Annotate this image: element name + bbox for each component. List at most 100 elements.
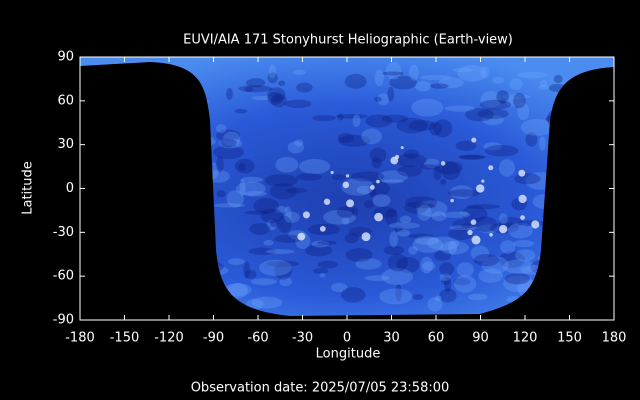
texture-blob <box>213 203 246 208</box>
bright-spot <box>488 165 494 171</box>
texture-blob <box>249 223 271 235</box>
texture-blob <box>246 78 266 88</box>
bright-spot <box>520 215 525 220</box>
texture-blob <box>222 131 241 147</box>
texture-blob <box>452 67 474 73</box>
texture-blob <box>216 129 241 142</box>
texture-blob <box>539 79 548 88</box>
texture-blob <box>238 85 273 93</box>
texture-blob <box>304 244 333 257</box>
texture-blob <box>415 200 448 217</box>
texture-blob <box>395 153 427 168</box>
texture-blob <box>364 275 390 281</box>
texture-blob <box>206 262 224 272</box>
texture-blob <box>216 156 224 173</box>
texture-blob <box>270 219 279 228</box>
texture-blob <box>323 209 357 225</box>
texture-blob <box>219 138 243 149</box>
bright-spot <box>470 219 477 225</box>
texture-blob <box>268 64 276 79</box>
texture-blob <box>520 264 552 275</box>
texture-blob <box>251 296 283 309</box>
texture-blob <box>284 99 312 109</box>
texture-blob <box>371 157 382 169</box>
bright-spot <box>499 224 508 234</box>
texture-blob <box>480 65 490 79</box>
texture-blob <box>481 256 509 274</box>
texture-blob <box>448 227 474 241</box>
texture-blob <box>404 196 438 209</box>
texture-blob <box>396 117 428 134</box>
texture-blob <box>207 169 230 183</box>
texture-blob <box>337 113 344 121</box>
x-tick-label: 150 <box>557 331 582 346</box>
texture-blob <box>263 239 274 246</box>
texture-blob <box>537 85 549 90</box>
texture-blob <box>377 93 390 106</box>
bright-spot <box>323 198 331 205</box>
texture-blob <box>198 274 219 279</box>
chart-title: EUVI/AIA 171 Stonyhurst Heliographic (Ea… <box>183 33 513 48</box>
texture-blob <box>439 273 451 282</box>
y-tick-label: -30 <box>53 225 74 240</box>
bright-spot <box>481 179 485 183</box>
texture-blob <box>267 72 278 84</box>
texture-blob <box>246 298 264 310</box>
texture-blob <box>470 245 490 262</box>
texture-blob <box>441 211 471 219</box>
texture-blob <box>448 241 457 255</box>
bright-spot <box>346 199 355 208</box>
texture-blob <box>507 222 533 239</box>
y-tick-label: -90 <box>53 313 74 328</box>
texture-blob <box>319 272 326 278</box>
texture-blob <box>389 75 417 90</box>
texture-blob <box>377 170 409 183</box>
texture-blob <box>311 240 330 248</box>
x-tick-label: 120 <box>513 331 538 346</box>
bright-spot <box>475 184 485 193</box>
texture-blob <box>279 277 292 287</box>
texture-blob <box>227 258 245 266</box>
y-tick-label: 90 <box>57 50 74 65</box>
texture-blob <box>415 80 432 92</box>
texture-blob <box>382 71 405 76</box>
texture-blob <box>287 141 305 154</box>
texture-blob <box>439 288 457 303</box>
texture-blob <box>543 294 572 304</box>
x-tick-label: -180 <box>65 331 95 346</box>
texture-blob <box>441 162 461 180</box>
texture-blob <box>479 99 512 110</box>
texture-blob <box>277 215 292 233</box>
bright-spot <box>400 146 404 150</box>
bright-spot <box>471 137 477 143</box>
texture-blob <box>317 260 339 269</box>
texture-blob <box>412 237 444 253</box>
texture-blob <box>244 269 257 280</box>
texture-blob <box>455 140 477 152</box>
texture-blob <box>244 86 254 92</box>
texture-blob <box>506 296 520 303</box>
x-tick-label: -60 <box>247 331 268 346</box>
texture-blob <box>498 213 509 225</box>
texture-blob <box>351 206 359 217</box>
texture-blob <box>513 93 526 109</box>
texture-blob <box>267 91 283 105</box>
texture-blob <box>313 267 329 274</box>
texture-blob <box>250 278 277 286</box>
texture-blob <box>361 128 382 145</box>
texture-blob <box>516 71 548 79</box>
texture-blob <box>546 110 561 127</box>
texture-blob <box>542 300 567 316</box>
texture-blob <box>253 197 279 214</box>
bright-spot <box>450 198 454 203</box>
texture-blob <box>274 205 288 214</box>
texture-blob <box>275 156 299 173</box>
texture-blob <box>447 189 482 197</box>
texture-blob <box>267 87 286 103</box>
texture-blob <box>429 121 443 136</box>
texture-blob <box>394 225 404 232</box>
texture-blob <box>449 185 474 200</box>
y-tick-label: -60 <box>53 269 74 284</box>
